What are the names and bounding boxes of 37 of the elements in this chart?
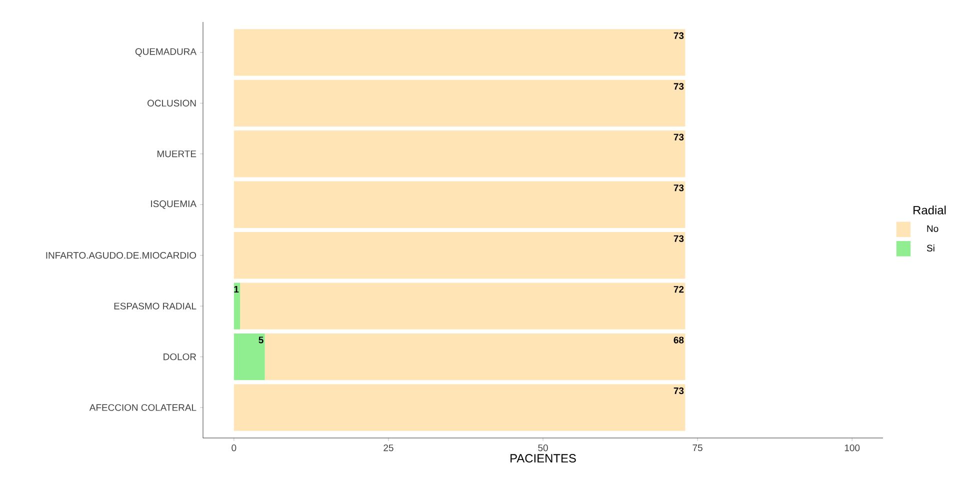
data-label: 73 [674,387,684,394]
x-tick-label: 25 [384,444,394,452]
data-label: 73 [674,32,684,40]
y-tick-label: DOLOR [164,353,196,360]
data-label: 73 [674,83,684,90]
data-label: 72 [674,286,684,293]
x-axis-title: PACIENTES [510,454,576,463]
bar [234,29,686,76]
data-label: 68 [674,336,684,344]
legend-label: No [927,225,938,232]
y-tick-label: QUEMADURA [135,48,196,57]
bar [234,333,265,380]
y-tick-label: OCLUSION [148,100,196,107]
data-label: 5 [258,336,264,344]
data-label: 73 [674,235,684,242]
y-tick-label: AFECCION COLATERAL [89,404,196,411]
x-tick-label: 50 [538,444,548,452]
bar [234,384,686,431]
bar [234,130,686,178]
legend-title: Radial [914,206,946,214]
bar [234,80,686,126]
y-tick-label: ISQUEMIA [151,200,196,209]
x-tick-label: 100 [844,444,860,452]
y-tick-label: INFARTO.AGUDO.DE.MIOCARDIO [46,252,196,259]
y-tick-label: MUERTE [157,150,196,158]
legend-label: Si [926,244,934,252]
x-tick-label: 0 [232,444,236,452]
bar [234,181,686,228]
data-label: 1 [234,286,239,292]
data-label: 73 [674,134,684,140]
y-tick-label: ESPASMO RADIAL [114,302,196,310]
bar [234,282,240,330]
bar [264,333,686,380]
bar [240,282,686,330]
data-label: 73 [674,184,684,192]
bar [234,232,686,279]
x-tick-label: 75 [692,444,702,452]
